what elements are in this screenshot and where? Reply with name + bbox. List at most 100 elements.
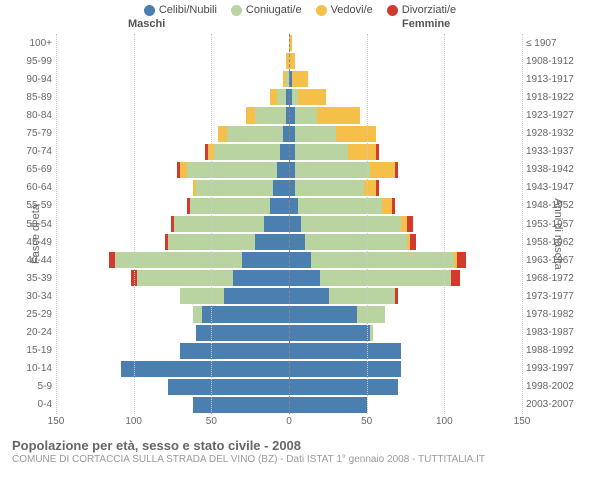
birth-year-label: 2003-2007: [526, 399, 592, 410]
bar-segment-cel: [168, 379, 289, 395]
x-axis: 15010050050100150: [56, 414, 522, 434]
legend-swatch: [144, 5, 155, 16]
legend-label: Divorziati/e: [402, 4, 456, 16]
legend-label: Coniugati/e: [246, 4, 302, 16]
legend-item: Vedovi/e: [316, 4, 373, 16]
birth-year-label: 1958-1962: [526, 237, 592, 248]
bar-segment-con: [255, 107, 286, 123]
female-bar: [289, 270, 522, 286]
male-bar: [56, 198, 289, 214]
bar-segment-cel: [289, 288, 329, 304]
legend: Celibi/NubiliConiugati/eVedovi/eDivorzia…: [8, 4, 592, 16]
bar-segment-ved: [298, 89, 326, 105]
bar-segment-cel: [280, 144, 289, 160]
age-label: 80-84: [12, 110, 52, 121]
female-bar: [289, 379, 522, 395]
bar-segment-con: [277, 89, 286, 105]
age-label: 40-44: [12, 255, 52, 266]
birth-year-label: 1978-1982: [526, 309, 592, 320]
bar-segment-con: [193, 306, 202, 322]
bar-segment-con: [295, 126, 335, 142]
age-label: 100+: [12, 38, 52, 49]
birth-year-label: 1933-1937: [526, 146, 592, 157]
age-label: 95-99: [12, 56, 52, 67]
bar-segment-div: [407, 216, 413, 232]
bar-segment-cel: [180, 343, 289, 359]
female-bar: [289, 126, 522, 142]
bar-segment-cel: [196, 325, 289, 341]
birth-year-label: 1998-2002: [526, 381, 592, 392]
female-bar: [289, 234, 522, 250]
birth-year-label: 1988-1992: [526, 345, 592, 356]
bar-segment-cel: [193, 397, 289, 413]
legend-swatch: [316, 5, 327, 16]
legend-item: Divorziati/e: [387, 4, 456, 16]
gridline: [367, 34, 368, 414]
bar-segment-con: [187, 162, 277, 178]
age-label: 25-29: [12, 309, 52, 320]
male-bar: [56, 325, 289, 341]
legend-label: Vedovi/e: [331, 4, 373, 16]
bar-segment-ved: [218, 126, 227, 142]
bar-segment-cel: [289, 306, 357, 322]
x-tick-label: 100: [125, 416, 142, 427]
legend-item: Coniugati/e: [231, 4, 302, 16]
female-bar: [289, 198, 522, 214]
female-bar: [289, 252, 522, 268]
female-bar: [289, 397, 522, 413]
population-pyramid-chart: Celibi/NubiliConiugati/eVedovi/eDivorzia…: [0, 0, 600, 500]
section-titles: Maschi Femmine: [8, 18, 592, 34]
bar-segment-con: [298, 198, 382, 214]
bar-segment-ved: [336, 126, 376, 142]
female-bar: [289, 216, 522, 232]
male-bar: [56, 252, 289, 268]
chart-title: Popolazione per età, sesso e stato civil…: [12, 438, 588, 453]
female-bar: [289, 306, 522, 322]
age-label: 10-14: [12, 363, 52, 374]
gridline: [211, 34, 212, 414]
bar-segment-con: [305, 234, 408, 250]
birth-year-label: 1938-1942: [526, 164, 592, 175]
male-bar: [56, 53, 289, 69]
female-bar: [289, 361, 522, 377]
bar-segment-con: [320, 270, 450, 286]
bar-segment-div: [395, 162, 398, 178]
bar-segment-cel: [289, 270, 320, 286]
bar-segment-cel: [289, 216, 301, 232]
male-bar: [56, 234, 289, 250]
female-bar: [289, 107, 522, 123]
bar-segment-cel: [289, 234, 305, 250]
bar-segment-ved: [246, 107, 255, 123]
female-bar: [289, 89, 522, 105]
male-bar: [56, 35, 289, 51]
bar-segment-con: [137, 270, 233, 286]
bar-segment-cel: [289, 361, 401, 377]
x-tick-label: 0: [286, 416, 292, 427]
male-bar: [56, 343, 289, 359]
birth-year-label: 1973-1977: [526, 291, 592, 302]
bar-segment-con: [329, 288, 394, 304]
bar-segment-cel: [121, 361, 289, 377]
bar-segment-con: [357, 306, 385, 322]
birth-year-label: 1943-1947: [526, 182, 592, 193]
birth-year-label: 1923-1927: [526, 110, 592, 121]
age-label: 70-74: [12, 146, 52, 157]
birth-year-label: 1913-1917: [526, 74, 592, 85]
section-male-label: Maschi: [128, 18, 165, 30]
x-tick-label: 50: [206, 416, 217, 427]
bar-segment-con: [227, 126, 283, 142]
bar-segment-cel: [233, 270, 289, 286]
gridline: [444, 34, 445, 414]
female-bar: [289, 53, 522, 69]
birth-year-label: ≤ 1907: [526, 38, 592, 49]
male-bar: [56, 361, 289, 377]
age-label: 60-64: [12, 182, 52, 193]
age-label: 90-94: [12, 74, 52, 85]
bar-segment-cel: [270, 198, 289, 214]
age-label: 15-19: [12, 345, 52, 356]
bar-segment-cel: [242, 252, 289, 268]
bar-segment-con: [180, 288, 223, 304]
age-label: 50-54: [12, 219, 52, 230]
bar-segment-cel: [255, 234, 289, 250]
bar-segment-div: [395, 288, 398, 304]
